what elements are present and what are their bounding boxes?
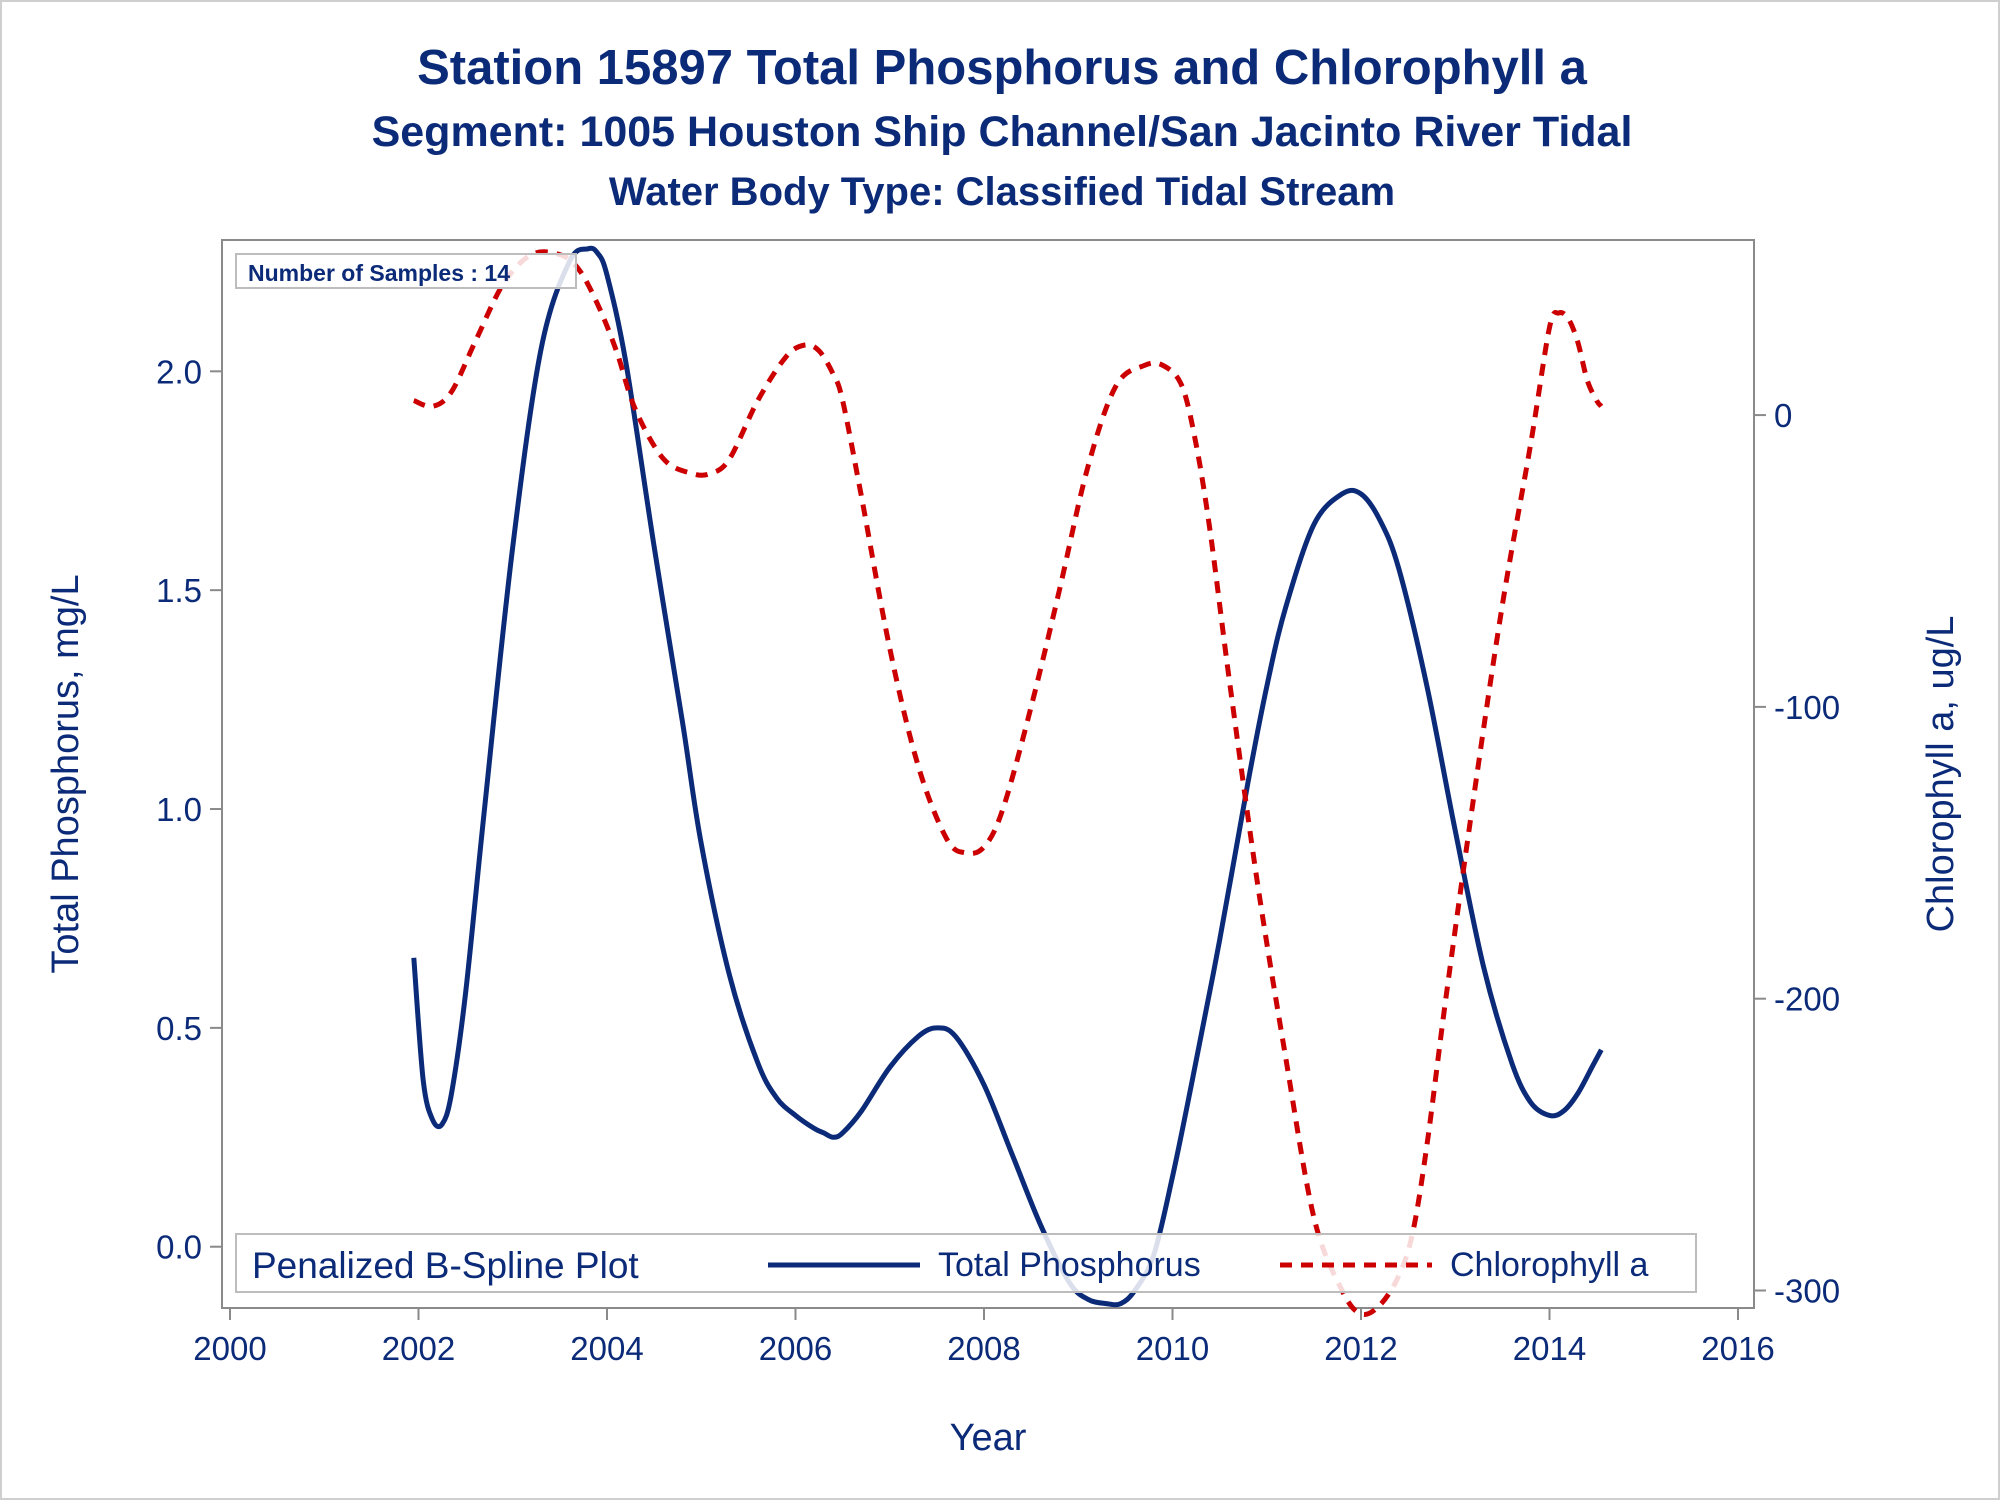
y-left-tick-label-0.5: 0.5 <box>156 1010 202 1047</box>
y-right-tick-label-0: 0 <box>1774 397 1792 434</box>
x-tick-label-2016: 2016 <box>1701 1330 1774 1367</box>
axes-layer: 2000 2002 2004 2006 2008 2010 2012 2014 2016 0.0 0… <box>156 353 1840 1367</box>
y-right-tick-label--300: -300 <box>1774 1272 1840 1309</box>
legend-title: Penalized B-Spline Plot <box>252 1245 639 1286</box>
x-tick-label-2000: 2000 <box>193 1330 266 1367</box>
y-right-tick-label--100: -100 <box>1774 689 1840 726</box>
plot-area-border <box>221 239 1755 1309</box>
x-tick-label-2012: 2012 <box>1324 1330 1397 1367</box>
y-axis-right-label: Chlorophyll a, ug/L <box>1920 616 1962 933</box>
legend-label-total-phosphorus: Total Phosphorus <box>938 1246 1201 1284</box>
y-right-tick-label--200: -200 <box>1774 981 1840 1018</box>
y-left-tick-label-1.0: 1.0 <box>156 791 202 828</box>
sample-count-box <box>235 253 577 289</box>
y-left-tick-label-2.0: 2.0 <box>156 353 202 390</box>
legend-box <box>235 1233 1697 1293</box>
x-tick-label-2004: 2004 <box>570 1330 643 1367</box>
x-tick-label-2010: 2010 <box>1136 1330 1209 1367</box>
chart-title: Station 15897 Total Phosphorus and Chlor… <box>417 41 1587 95</box>
x-tick-label-2002: 2002 <box>382 1330 455 1367</box>
chart-subtitle-water-body: Water Body Type: Classified Tidal Stream <box>608 170 1396 214</box>
sample-count-inset: Number of Samples : 14 <box>235 253 577 289</box>
x-tick-label-2008: 2008 <box>947 1330 1020 1367</box>
legend-label-chlorophyll-a: Chlorophyll a <box>1450 1246 1649 1284</box>
series-line-chlorophyll-a <box>412 249 1604 1317</box>
y-left-tick-label-0.0: 0.0 <box>156 1229 202 1266</box>
sample-count-text: Number of Samples : 14 <box>248 260 510 286</box>
x-tick-label-2006: 2006 <box>759 1330 832 1367</box>
x-axis-label: Year <box>950 1417 1027 1459</box>
x-tick-label-2014: 2014 <box>1513 1330 1586 1367</box>
series-line-total-phosphorus <box>411 245 1604 1308</box>
y-axis-left-label: Total Phosphorus, mg/L <box>45 574 87 973</box>
series-layer <box>411 245 1604 1317</box>
chart-subtitle-segment: Segment: 1005 Houston Ship Channel/San J… <box>371 108 1633 156</box>
y-left-tick-label-1.5: 1.5 <box>156 572 202 609</box>
legend: Penalized B-Spline Plot Total Phosphorus… <box>235 1233 1697 1293</box>
